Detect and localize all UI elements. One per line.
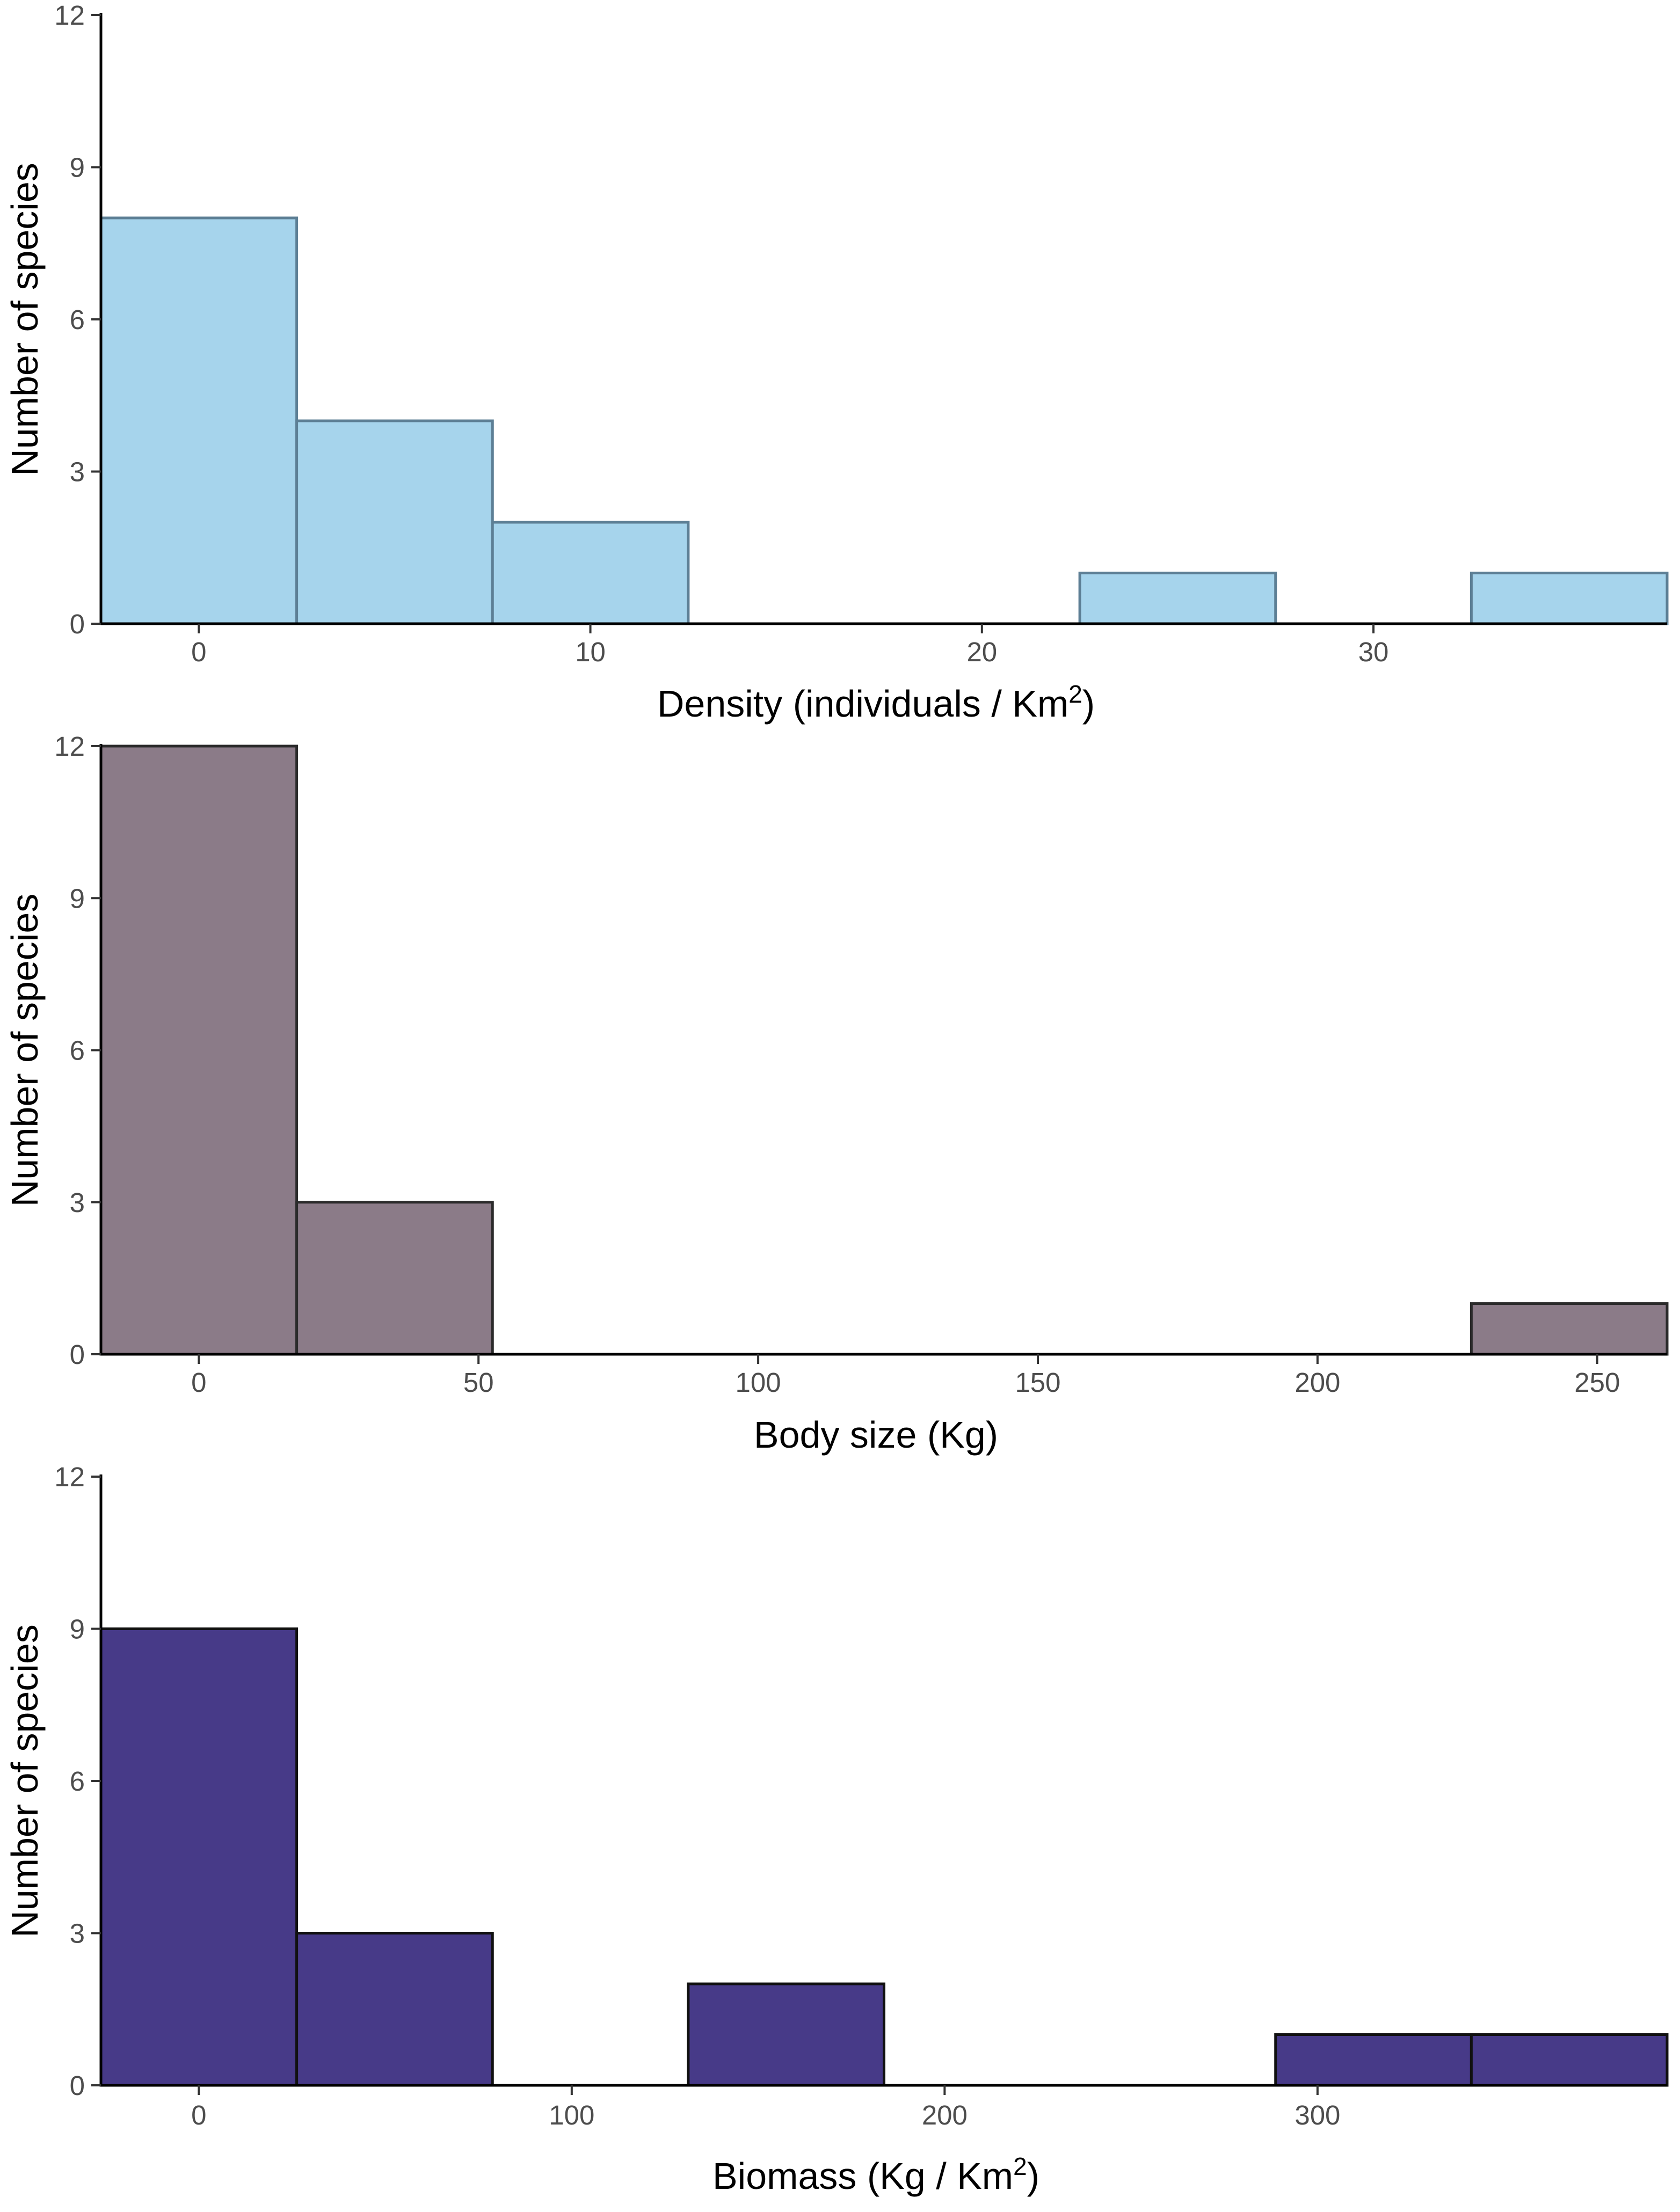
x-tick-label: 200 <box>1294 1367 1340 1398</box>
x-tick-label: 20 <box>966 637 997 667</box>
histogram-bar-2 <box>295 419 494 625</box>
chart-panel-2: 0 3 6 9 12 0 50 100 150 200 250 Body size (Kg) Numbe… <box>4 731 1669 1456</box>
histogram-bar-8 <box>1470 2033 1669 2087</box>
y-tick-label: 12 <box>54 731 85 762</box>
x-tick-label: 300 <box>1294 2100 1340 2130</box>
y-tick-label: 9 <box>70 883 85 914</box>
x-tick-label: 100 <box>549 2100 594 2130</box>
histogram-bar-2 <box>295 1201 494 1356</box>
x-tick-label: 0 <box>191 1367 206 1398</box>
histogram-bar-8 <box>1470 572 1669 625</box>
y-axis-title: Number of species <box>4 894 46 1207</box>
x-tick-label: 100 <box>736 1367 781 1398</box>
histogram-bar-1 <box>99 216 299 625</box>
x-axis-title: Density (individuals / Km2) <box>657 680 1095 725</box>
y-tick-label: 6 <box>70 304 85 335</box>
x-tick-label: 10 <box>575 637 606 667</box>
y-tick-label: 9 <box>70 152 85 183</box>
y-tick-label: 12 <box>54 0 85 31</box>
x-axis-title: Biomass (Kg / Km2) <box>712 2152 1039 2197</box>
y-axis-title: Number of species <box>4 163 46 476</box>
x-tick-label: 50 <box>463 1367 494 1398</box>
histogram-bar-4 <box>687 1982 885 2087</box>
y-tick-label: 9 <box>70 1614 85 1645</box>
y-tick-label: 12 <box>54 1462 85 1492</box>
y-tick-label: 3 <box>70 1187 85 1218</box>
histogram-bar-3 <box>491 521 690 625</box>
x-tick-label: 250 <box>1574 1367 1620 1398</box>
x-tick-label: 150 <box>1015 1367 1060 1398</box>
y-tick-label: 6 <box>70 1035 85 1066</box>
x-tick-label: 30 <box>1358 637 1389 667</box>
histogram-bar-8 <box>1470 1302 1669 1356</box>
x-tick-label: 0 <box>191 637 206 667</box>
y-tick-label: 3 <box>70 1918 85 1949</box>
histogram-bar-1 <box>99 1627 299 2087</box>
histogram-bar-2 <box>295 1932 494 2087</box>
histogram-bar-6 <box>1078 572 1277 625</box>
y-tick-label: 0 <box>70 609 85 639</box>
histogram-bar-7 <box>1274 2033 1473 2087</box>
x-tick-label: 0 <box>191 2100 206 2130</box>
x-tick-label: 200 <box>922 2100 968 2130</box>
y-tick-label: 3 <box>70 457 85 487</box>
histogram-bar-1 <box>99 744 299 1356</box>
y-tick-label: 6 <box>70 1766 85 1797</box>
y-axis-title: Number of species <box>4 1624 46 1938</box>
y-tick-label: 0 <box>70 2070 85 2101</box>
y-tick-label: 0 <box>70 1339 85 1370</box>
x-axis-title: Body size (Kg) <box>754 1414 998 1456</box>
chart-panel-1: 0 3 6 9 12 0 10 20 30 Density (individuals / Km2)… <box>4 0 1669 725</box>
chart-panel-3: 0 3 6 9 12 0 100 200 300 Biomass (Kg / Km2) Number… <box>4 1462 1669 2197</box>
